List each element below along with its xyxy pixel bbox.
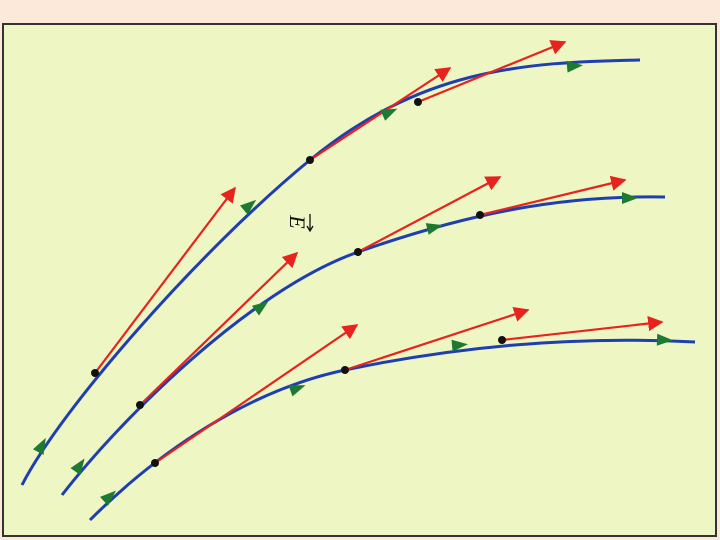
direction-arrow [70,458,85,475]
direction-arrow [451,339,468,352]
point [414,98,422,106]
tangent-arrow [139,251,299,406]
tangent-arrow [501,315,664,342]
tangent-arrow [94,186,236,374]
tangent-arrow [479,175,627,217]
direction-arrows [32,60,673,506]
direction-arrow [240,199,257,215]
direction-arrow [100,490,116,506]
point [498,336,506,344]
vector-arrow-head [306,225,314,233]
direction-arrow [566,60,583,73]
point [151,459,159,467]
point [341,366,349,374]
tangent-arrow [309,67,452,161]
direction-arrow [32,437,46,455]
direction-arrow [622,192,638,204]
tangent-arrow [417,40,567,104]
point [306,156,314,164]
direction-arrow [425,223,443,235]
field-label: E [285,214,314,233]
point [91,369,99,377]
points [91,98,506,467]
diagram-panel [2,23,717,537]
direction-arrow [380,108,398,121]
vector-label: E [285,214,310,229]
tangent-arrow [357,176,502,253]
point [136,401,144,409]
point [354,248,362,256]
tangent-arrow [154,324,359,464]
tangent-vectors [94,40,664,464]
direction-arrow [656,333,673,346]
tangent-arrow [344,307,530,372]
point [476,211,484,219]
direction-arrow [252,301,269,316]
direction-arrow [288,385,306,397]
top-band [0,0,720,22]
